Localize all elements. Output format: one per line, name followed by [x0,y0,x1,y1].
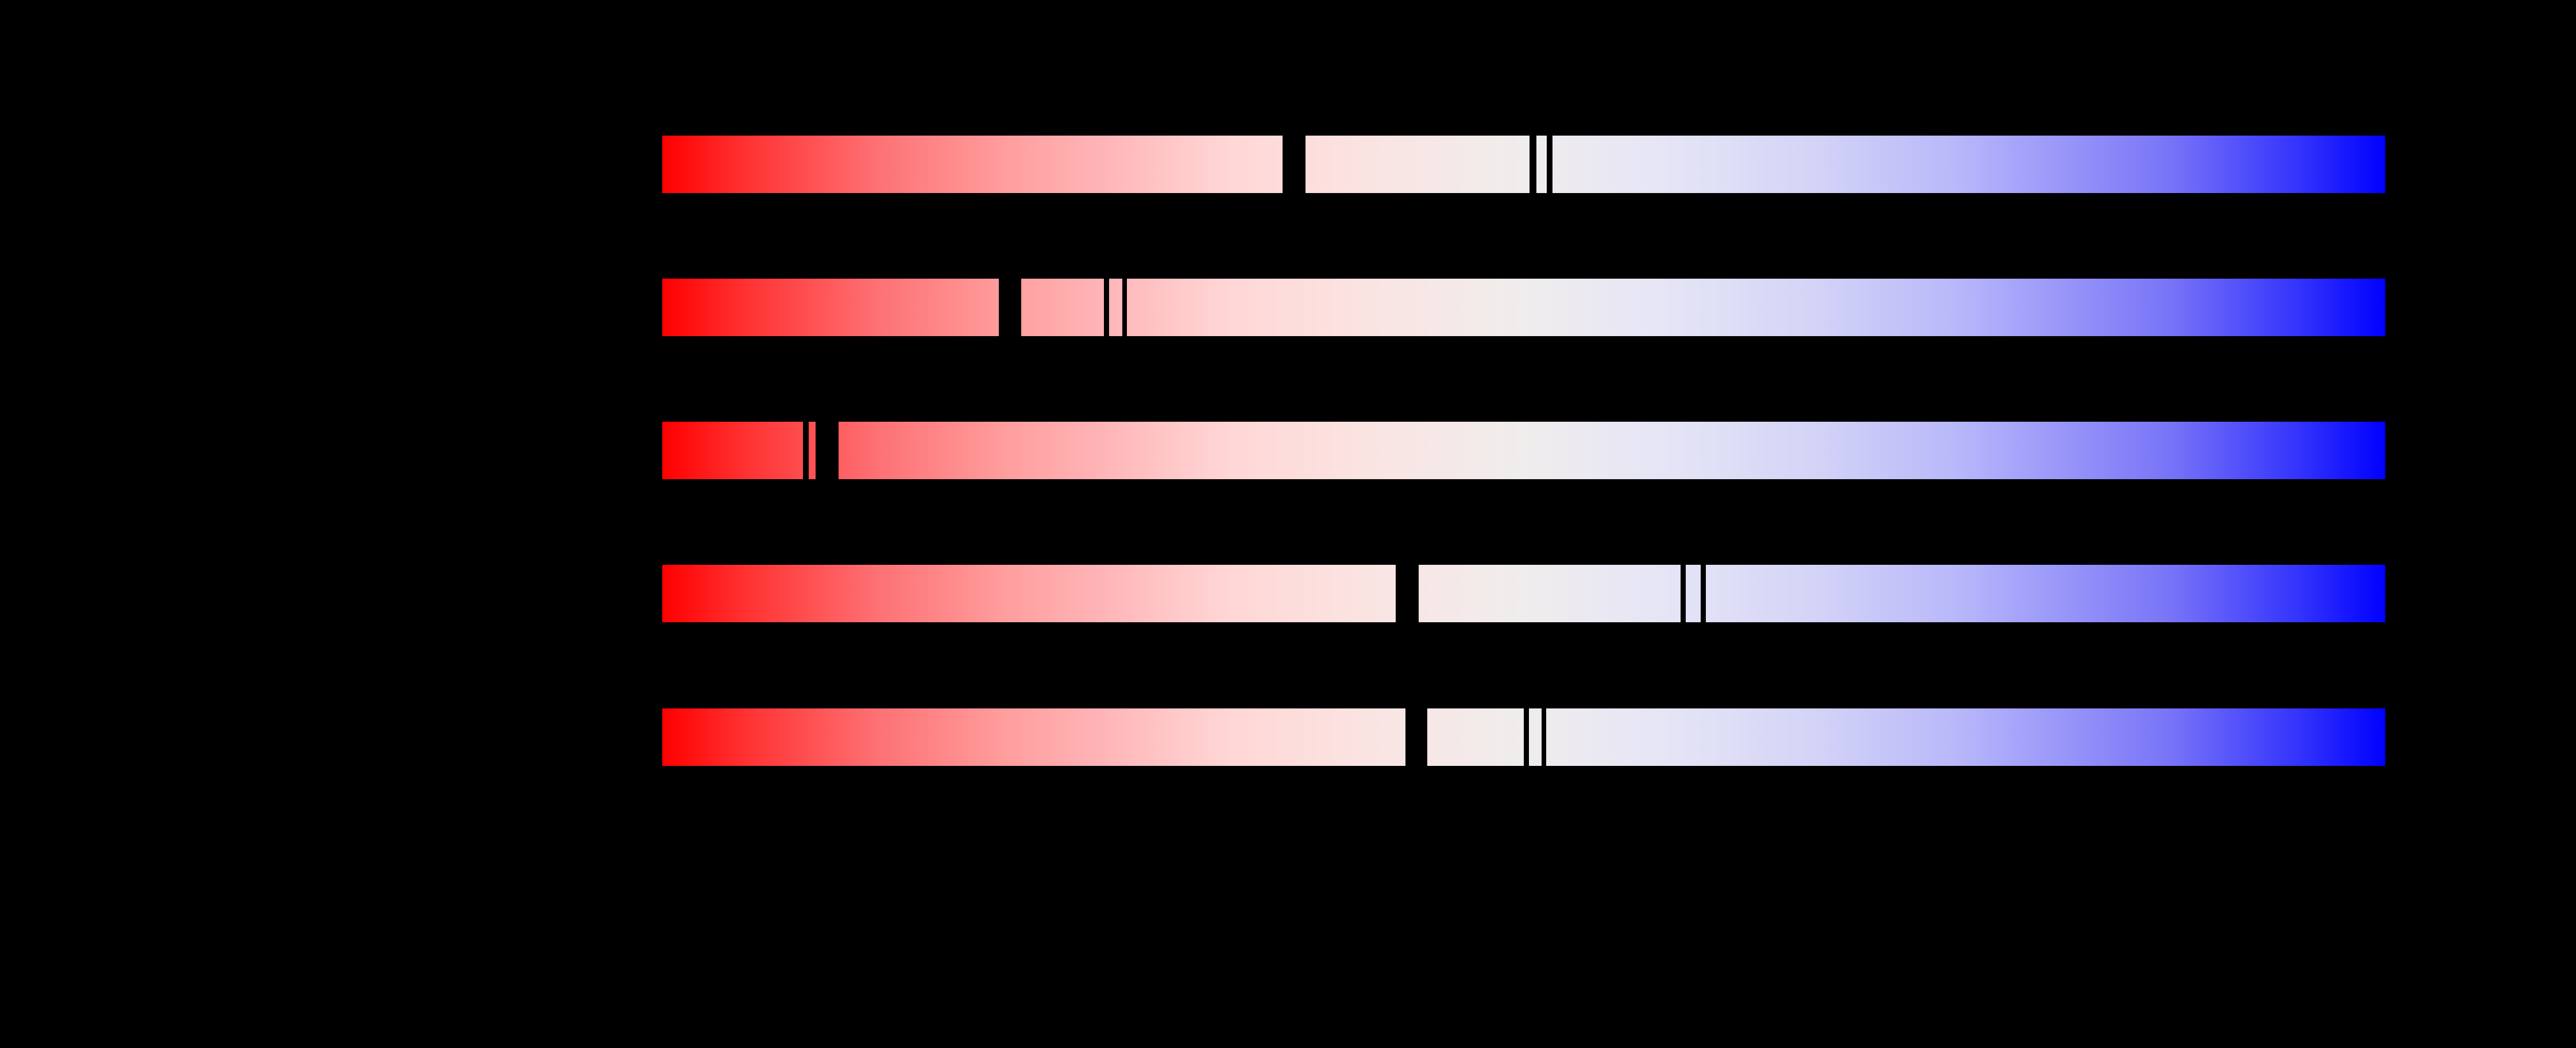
gradient-bar-2 [662,278,2385,337]
marker-gap [1283,135,1306,194]
marker-tick [1524,708,1529,766]
gradient-bar-5 [662,708,2385,766]
marker-gap [816,421,839,480]
marker-gap [1405,708,1427,766]
marker-tick [803,421,809,480]
marker-gap [999,278,1021,337]
marker-tick [1547,135,1552,194]
gradient-bar-3 [662,421,2385,480]
marker-tick [1122,278,1127,337]
marker-tick [1104,278,1109,337]
marker-tick [1681,564,1686,623]
marker-gap [1396,564,1419,623]
marker-tick [1530,135,1536,194]
marker-tick [1701,564,1706,623]
marker-tick [1542,708,1546,766]
gradient-bar-4 [662,564,2385,623]
gradient-bar-1 [662,135,2385,194]
